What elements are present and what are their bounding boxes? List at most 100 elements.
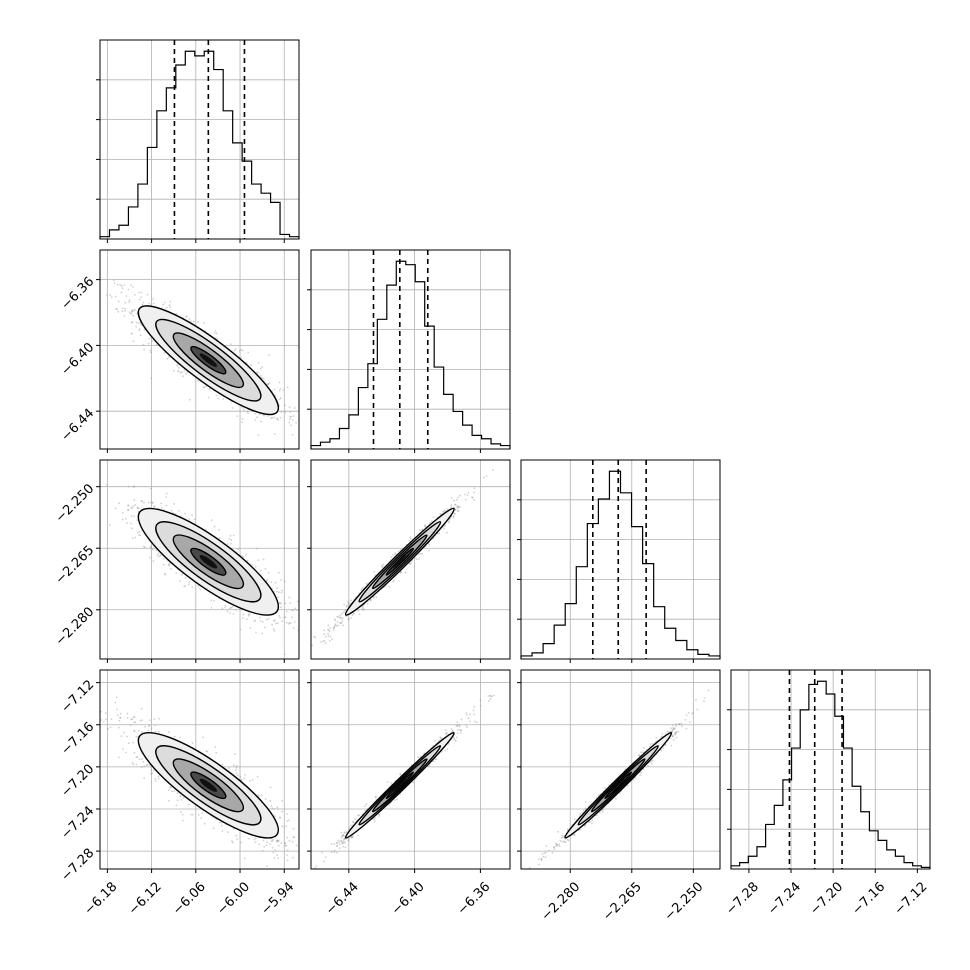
sample-point — [140, 323, 142, 326]
sample-point — [261, 621, 264, 623]
sample-point — [483, 476, 485, 479]
sample-point — [132, 716, 135, 719]
sample-point — [339, 622, 342, 625]
sample-point — [329, 635, 332, 638]
sample-point — [205, 528, 208, 531]
sample-point — [239, 775, 242, 778]
sample-point — [324, 635, 327, 638]
sample-point — [341, 612, 343, 615]
sample-point — [234, 753, 236, 755]
sample-point — [421, 528, 424, 531]
sample-point — [345, 615, 348, 618]
sample-point — [394, 553, 397, 556]
sample-point — [185, 316, 187, 318]
sample-point — [471, 496, 473, 499]
sample-point — [260, 420, 262, 423]
sample-point — [295, 609, 298, 612]
sample-point — [336, 616, 339, 618]
sample-point — [301, 634, 303, 636]
sample-point — [138, 328, 141, 331]
sample-point — [253, 620, 256, 622]
sample-point — [133, 515, 135, 518]
sample-point — [277, 844, 280, 847]
sample-point — [341, 617, 344, 620]
sample-point — [133, 485, 136, 488]
sample-point — [130, 332, 133, 335]
sample-point — [143, 328, 146, 331]
sample-point — [291, 608, 293, 611]
sample-point — [226, 543, 229, 545]
sample-point — [254, 619, 257, 622]
sample-point — [224, 606, 227, 609]
sample-point — [292, 415, 295, 417]
sample-point — [347, 602, 350, 604]
sample-point — [213, 332, 216, 334]
sample-point — [143, 501, 145, 504]
sample-point — [254, 837, 257, 840]
sample-point — [143, 348, 146, 351]
sample-point — [140, 707, 143, 710]
sample-point — [173, 369, 175, 372]
sample-point — [277, 596, 280, 599]
sample-point — [176, 364, 179, 367]
sample-point — [313, 635, 316, 638]
sample-point — [419, 529, 422, 531]
sample-point — [439, 513, 442, 516]
sample-point — [473, 499, 475, 501]
sample-point — [304, 658, 306, 660]
hist-frame-3 — [520, 459, 721, 660]
sample-point — [148, 337, 151, 340]
sample-point — [257, 362, 260, 364]
sample-point — [170, 509, 173, 512]
sample-point — [236, 765, 238, 768]
sample-point — [296, 600, 299, 603]
sample-point — [100, 719, 102, 721]
sample-point — [492, 469, 494, 471]
sample-point — [450, 496, 453, 499]
sample-point — [281, 589, 283, 592]
sample-point — [268, 382, 271, 384]
sample-point — [292, 419, 294, 421]
sample-point — [409, 536, 412, 538]
sample-point — [277, 857, 280, 860]
sample-point — [424, 524, 426, 526]
sample-point — [150, 772, 152, 775]
sample-point — [138, 322, 140, 324]
sample-point — [121, 512, 124, 514]
sample-point — [157, 777, 160, 780]
sample-point — [240, 841, 242, 844]
contour-1.5-sigma — [358, 521, 442, 603]
sample-point — [132, 286, 135, 288]
sample-point — [276, 622, 279, 625]
sample-point — [210, 607, 213, 609]
sample-point — [120, 284, 123, 287]
sample-point — [291, 616, 294, 618]
sample-point — [313, 611, 315, 613]
contour-0.5-sigma — [385, 547, 415, 576]
sample-point — [251, 564, 254, 566]
sample-point — [122, 748, 124, 750]
sample-point — [161, 507, 163, 509]
sample-point — [221, 607, 224, 610]
sample-point — [131, 321, 134, 324]
sample-point — [288, 596, 291, 599]
sample-point — [217, 397, 220, 400]
sample-point — [278, 614, 280, 617]
sample-point — [228, 538, 231, 540]
sample-point — [168, 304, 171, 306]
sample-point — [362, 609, 365, 611]
sample-point — [124, 301, 127, 304]
sample-point — [323, 639, 326, 642]
sample-point — [124, 307, 126, 310]
sample-point — [348, 618, 350, 621]
sample-point — [335, 625, 338, 627]
sample-point — [339, 614, 342, 616]
sample-point — [184, 512, 187, 515]
sample-point — [109, 294, 112, 296]
sample-point — [178, 580, 181, 582]
sample-point — [262, 558, 265, 561]
sample-point — [242, 555, 245, 558]
sample-point — [248, 837, 251, 840]
sample-point — [229, 343, 232, 345]
sample-point — [210, 599, 213, 602]
